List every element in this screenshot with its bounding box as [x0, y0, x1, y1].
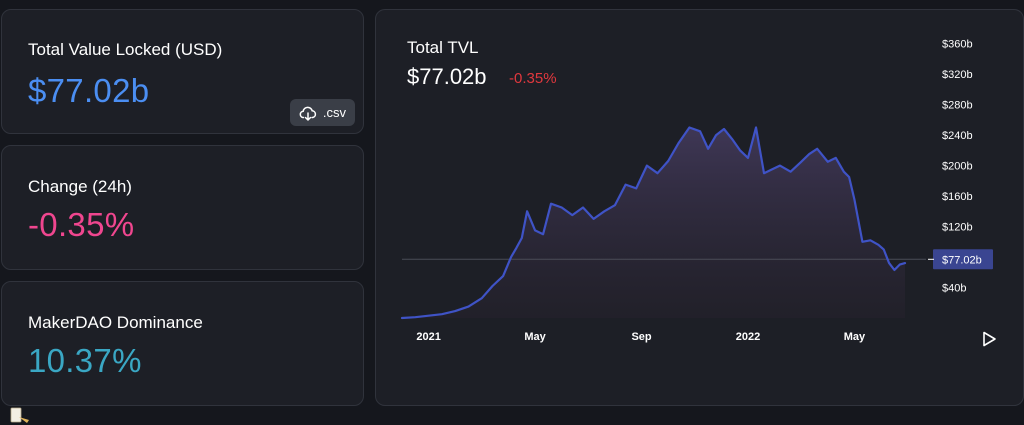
play-icon[interactable]	[980, 330, 998, 348]
y-tick-label: $200b	[942, 161, 973, 173]
tvl-area-fill	[402, 127, 905, 318]
x-tick-label: Sep	[631, 331, 651, 343]
y-tick-label: $320b	[942, 69, 973, 81]
x-tick-label: May	[844, 331, 866, 343]
y-tick-label: $40b	[942, 283, 966, 295]
tvl-card: Total Value Locked (USD) $77.02b .csv	[1, 9, 364, 134]
page-note-icon	[10, 407, 29, 423]
y-tick-label: $240b	[942, 130, 973, 142]
x-tick-label: 2022	[736, 331, 760, 343]
cloud-download-icon	[299, 106, 317, 121]
change-value: -0.35%	[28, 206, 135, 243]
x-tick-label: 2021	[416, 331, 440, 343]
change-card: Change (24h) -0.35%	[1, 145, 364, 270]
chart-current-value: $77.02b	[407, 64, 487, 89]
tvl-chart[interactable]: $40b $120b $160b $200b $240b $280b $320b $360b $…	[376, 10, 1024, 407]
y-tick-label: $120b	[942, 222, 973, 234]
dominance-card: MakerDAO Dominance 10.37%	[1, 281, 364, 406]
x-tick-label: May	[524, 331, 546, 343]
tvl-value: $77.02b	[28, 72, 150, 109]
current-value-badge	[933, 249, 993, 270]
tvl-label: Total Value Locked (USD)	[28, 40, 223, 59]
dominance-value: 10.37%	[28, 342, 142, 379]
chart-title: Total TVL	[407, 38, 479, 57]
tvl-chart-card: Total TVL $77.02b -0.35% $40b $120b $160b $…	[375, 9, 1024, 406]
dominance-label: MakerDAO Dominance	[28, 313, 203, 332]
chart-change-value: -0.35%	[509, 70, 557, 87]
csv-label: .csv	[322, 105, 346, 120]
csv-download-button[interactable]: .csv	[289, 99, 355, 126]
tvl-series-line	[400, 126, 907, 320]
y-tick-label: $360b	[942, 39, 973, 51]
y-tick-label: $160b	[942, 191, 973, 203]
current-value-label: $77.02b	[942, 254, 982, 266]
change-label: Change (24h)	[28, 177, 132, 196]
y-tick-label: $280b	[942, 100, 973, 112]
